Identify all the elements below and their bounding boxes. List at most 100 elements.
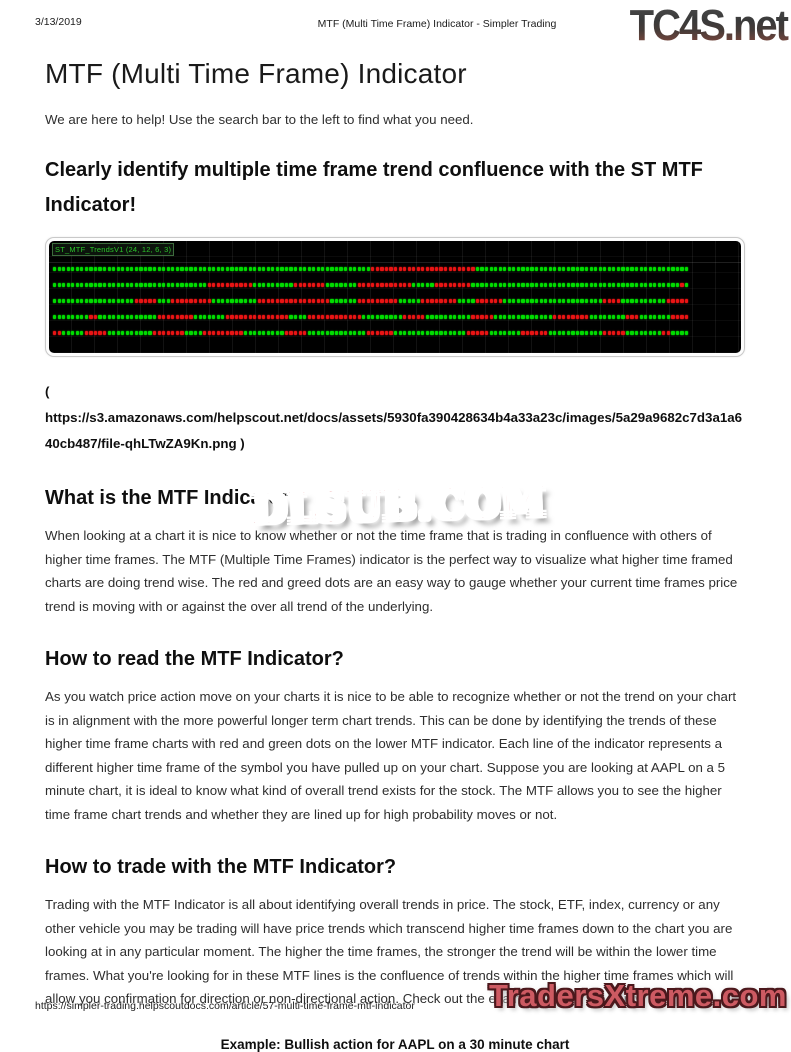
red-trend-dot	[321, 315, 325, 319]
green-trend-dot	[221, 315, 225, 319]
red-trend-dot	[157, 331, 161, 335]
red-trend-dot	[153, 331, 157, 335]
green-trend-dot	[530, 283, 534, 287]
green-trend-dot	[293, 267, 298, 271]
green-trend-dot	[280, 283, 284, 287]
green-trend-dot	[344, 331, 348, 335]
green-trend-dot	[584, 267, 589, 271]
green-trend-dot	[394, 315, 398, 319]
red-trend-dot	[666, 299, 671, 303]
green-trend-dot	[216, 299, 220, 303]
green-trend-dot	[598, 299, 602, 303]
green-trend-dot	[143, 283, 148, 287]
green-trend-dot	[644, 331, 648, 335]
green-trend-dot	[607, 267, 611, 271]
green-trend-dot	[544, 283, 548, 287]
green-trend-dot	[621, 299, 625, 303]
green-trend-dot	[666, 267, 671, 271]
green-trend-dot	[475, 283, 480, 287]
green-trend-dot	[380, 315, 384, 319]
green-trend-dot	[153, 267, 157, 271]
green-trend-dot	[607, 283, 611, 287]
green-trend-dot	[548, 267, 552, 271]
green-trend-dot	[625, 299, 630, 303]
green-trend-dot	[453, 331, 457, 335]
green-trend-dot	[675, 283, 680, 287]
green-trend-dot	[171, 283, 175, 287]
green-trend-dot	[330, 283, 334, 287]
green-trend-dot	[212, 267, 216, 271]
green-trend-dot	[685, 267, 689, 271]
green-trend-dot	[207, 267, 211, 271]
red-trend-dot	[407, 315, 411, 319]
green-trend-dot	[230, 299, 234, 303]
green-trend-dot	[330, 331, 334, 335]
green-trend-dot	[157, 267, 161, 271]
green-trend-dot	[644, 315, 648, 319]
green-trend-dot	[366, 315, 370, 319]
green-trend-dot	[53, 315, 57, 319]
red-trend-dot	[439, 299, 443, 303]
red-trend-dot	[298, 299, 302, 303]
red-trend-dot	[439, 283, 443, 287]
green-trend-dot	[489, 267, 493, 271]
green-trend-dot	[516, 331, 520, 335]
green-trend-dot	[193, 315, 198, 319]
red-trend-dot	[498, 299, 502, 303]
green-trend-dot	[130, 283, 134, 287]
red-trend-dot	[216, 283, 220, 287]
green-trend-dot	[562, 283, 566, 287]
red-trend-dot	[148, 299, 152, 303]
red-trend-dot	[566, 315, 570, 319]
green-trend-dot	[234, 267, 239, 271]
green-trend-dot	[189, 267, 193, 271]
red-trend-dot	[403, 267, 407, 271]
green-trend-dot	[503, 299, 507, 303]
green-trend-dot	[644, 299, 648, 303]
green-trend-dot	[648, 283, 652, 287]
red-trend-dot	[521, 331, 525, 335]
red-trend-dot	[248, 283, 252, 287]
green-trend-dot	[253, 267, 257, 271]
green-trend-dot	[57, 267, 61, 271]
green-trend-dot	[566, 283, 570, 287]
green-trend-dot	[84, 299, 89, 303]
green-trend-dot	[680, 267, 684, 271]
green-trend-dot	[403, 299, 407, 303]
green-trend-dot	[630, 299, 634, 303]
red-trend-dot	[680, 299, 684, 303]
red-trend-dot	[384, 299, 389, 303]
footer-url-link[interactable]: https://simpler-trading.helpscoutdocs.co…	[35, 1000, 415, 1012]
green-trend-dot	[143, 315, 148, 319]
green-trend-dot	[298, 315, 302, 319]
green-trend-dot	[103, 267, 107, 271]
green-trend-dot	[430, 331, 434, 335]
green-trend-dot	[62, 331, 66, 335]
green-trend-dot	[516, 299, 520, 303]
red-trend-dot	[162, 331, 166, 335]
green-trend-dot	[339, 299, 343, 303]
green-trend-dot	[580, 267, 584, 271]
image-url-link[interactable]: https://s3.amazonaws.com/helpscout.net/d…	[45, 410, 743, 451]
paragraph-what-is: When looking at a chart it is nice to kn…	[45, 528, 738, 614]
green-trend-dot	[121, 331, 125, 335]
red-trend-dot	[234, 315, 239, 319]
green-trend-dot	[471, 283, 475, 287]
green-trend-dot	[644, 283, 648, 287]
red-trend-dot	[203, 299, 207, 303]
green-trend-dot	[566, 267, 570, 271]
green-trend-dot	[348, 331, 352, 335]
green-trend-dot	[53, 283, 57, 287]
green-trend-dot	[162, 299, 166, 303]
green-trend-dot	[353, 283, 357, 287]
green-trend-dot	[534, 315, 539, 319]
green-trend-dot	[598, 331, 602, 335]
green-trend-dot	[284, 267, 289, 271]
green-trend-dot	[598, 315, 602, 319]
green-trend-dot	[434, 331, 439, 335]
green-trend-dot	[584, 283, 589, 287]
green-trend-dot	[75, 315, 79, 319]
green-trend-dot	[84, 267, 89, 271]
green-trend-dot	[594, 315, 598, 319]
green-trend-dot	[412, 283, 416, 287]
